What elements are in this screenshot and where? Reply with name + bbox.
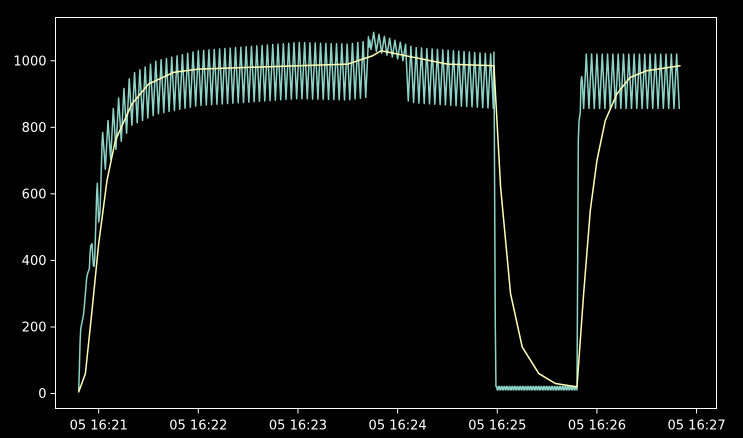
y-tick-label: 200 [22,320,47,335]
series-layer [78,31,681,393]
x-axis: 05 16:21 05 16:22 05 16:23 05 16:24 05 16:25… [70,408,726,434]
x-tick-label: 05 16:23 [269,419,327,434]
y-tick-label: 0 [38,387,46,402]
x-tick-label: 05 16:26 [568,419,626,434]
x-tick-label: 05 16:24 [369,419,427,434]
series-line-1 [78,31,681,391]
y-tick-label: 1000 [13,54,46,69]
plot-frame [55,17,717,409]
x-tick-label: 05 16:21 [70,419,128,434]
y-tick-label: 800 [22,121,47,136]
x-tick-label: 05 16:27 [668,419,726,434]
x-tick-label: 05 16:25 [468,419,526,434]
y-tick-label: 400 [22,254,47,269]
y-tick-label: 600 [22,187,47,202]
y-axis: 0 200 400 600 800 1000 [13,54,56,402]
series-line-2 [78,50,681,393]
x-tick-label: 05 16:22 [169,419,227,434]
